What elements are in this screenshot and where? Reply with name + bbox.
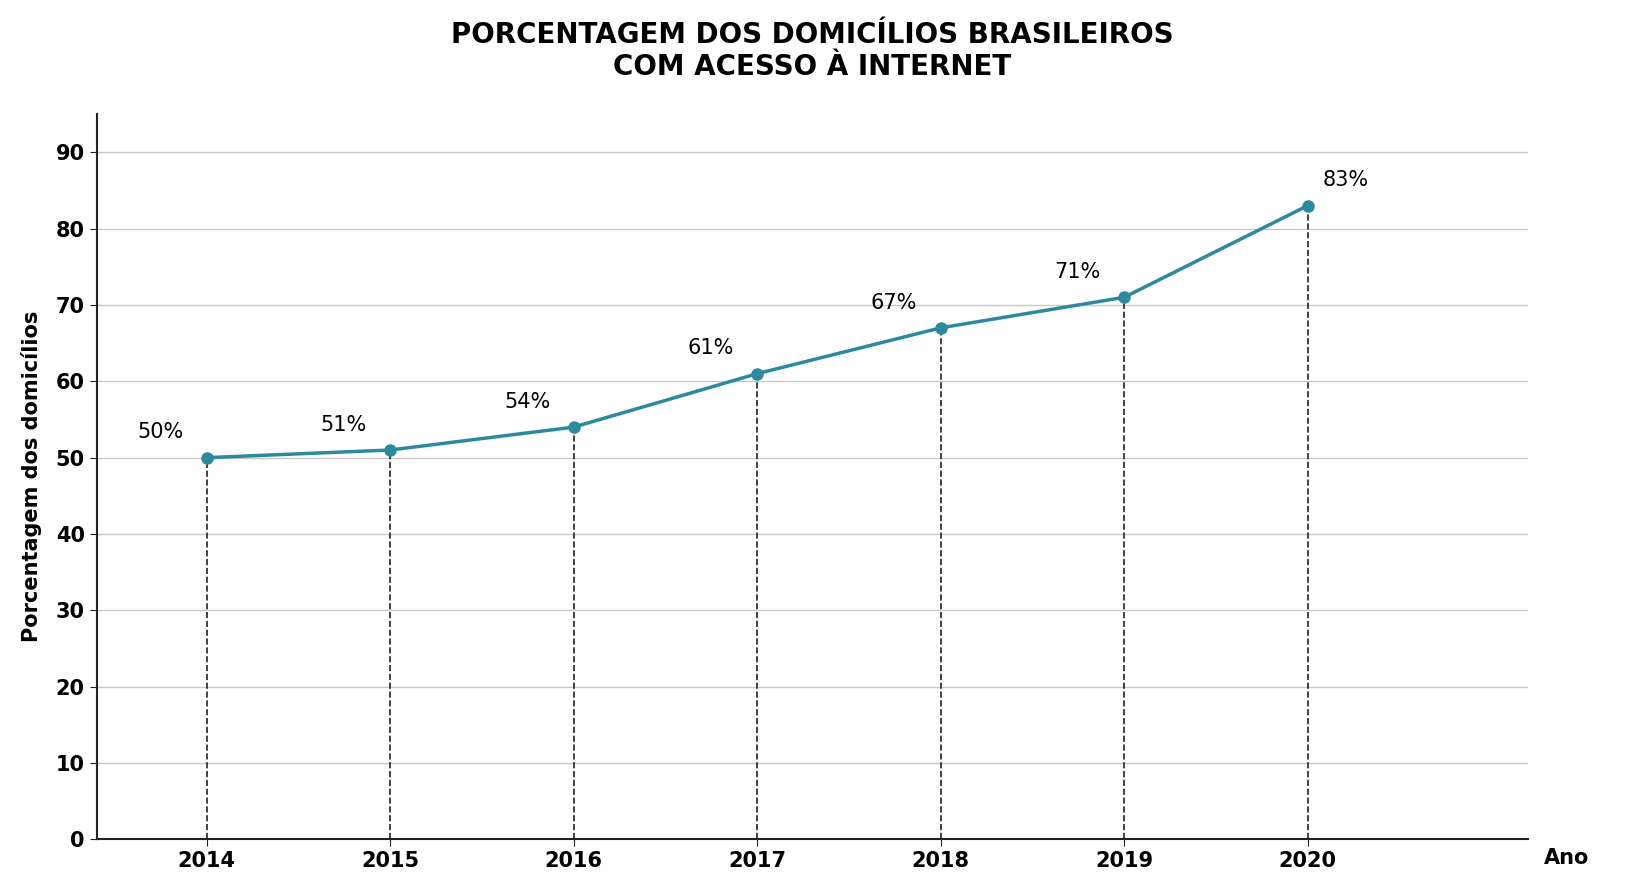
Text: 54%: 54%	[504, 392, 551, 412]
Text: 71%: 71%	[1055, 262, 1100, 282]
Text: Ano: Ano	[1544, 848, 1589, 868]
Text: 61%: 61%	[688, 338, 734, 359]
Text: 83%: 83%	[1322, 170, 1368, 191]
Y-axis label: Porcentagem dos domicílios: Porcentagem dos domicílios	[21, 311, 42, 642]
Text: 67%: 67%	[870, 293, 918, 312]
Text: 50%: 50%	[137, 423, 183, 442]
Title: PORCENTAGEM DOS DOMICÍLIOS BRASILEIROS
COM ACESSO À INTERNET: PORCENTAGEM DOS DOMICÍLIOS BRASILEIROS C…	[452, 21, 1174, 81]
Text: 51%: 51%	[321, 415, 367, 434]
